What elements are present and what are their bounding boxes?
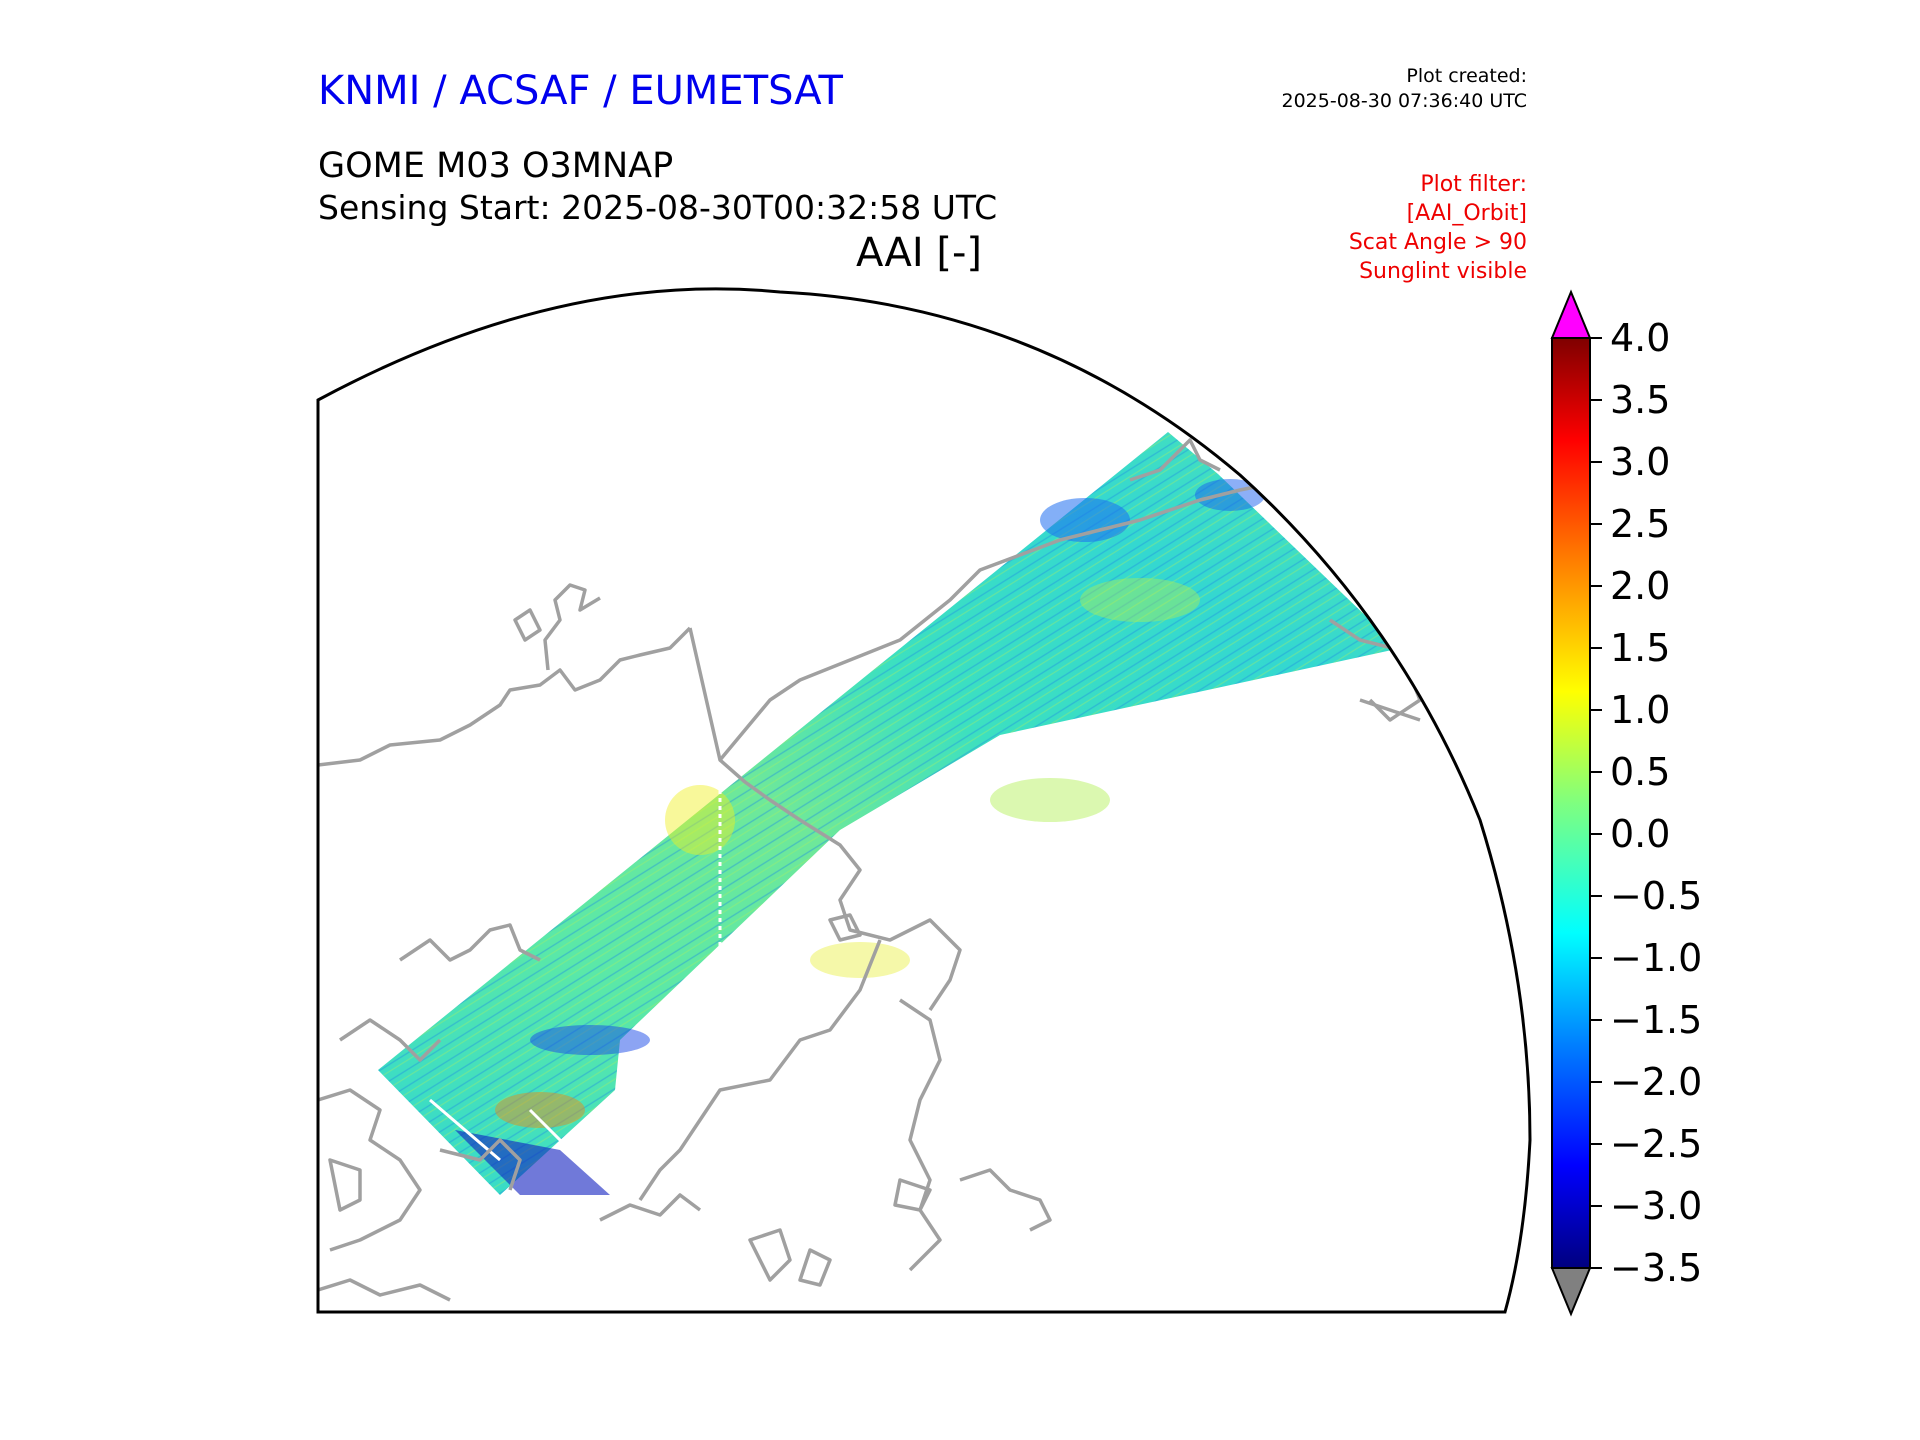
plot-filter-item: Scat Angle > 90 bbox=[1348, 230, 1527, 255]
quantity-label: AAI [-] bbox=[856, 230, 982, 276]
colorbar-tick-label: 0.0 bbox=[1610, 812, 1670, 856]
product-title: GOME M03 O3MNAP bbox=[318, 146, 674, 186]
plot-filter: Plot filter: [AAI_Orbit] Scat Angle > 90… bbox=[1349, 170, 1527, 286]
plot-created-time: 2025-08-30 07:36:40 UTC bbox=[1281, 90, 1528, 112]
colorbar-tick-label: −1.5 bbox=[1610, 998, 1702, 1042]
colorbar-over-triangle bbox=[1550, 289, 1592, 339]
colorbar-under-triangle bbox=[1550, 1267, 1592, 1317]
plot-filter-item: [AAI_Orbit] bbox=[1406, 201, 1527, 226]
colorbar-tick-label: −3.0 bbox=[1610, 1184, 1702, 1228]
plot-filter-item: Sunglint visible bbox=[1359, 259, 1527, 284]
sensing-start: Sensing Start: 2025-08-30T00:32:58 UTC bbox=[318, 188, 998, 227]
colorbar-tick-label: −1.0 bbox=[1610, 936, 1702, 980]
colorbar-tick-label: −2.5 bbox=[1610, 1122, 1702, 1166]
aai-swath bbox=[378, 432, 1392, 1195]
colorbar-tick-label: 0.5 bbox=[1610, 750, 1670, 794]
map-boundary bbox=[316, 287, 1532, 1314]
colorbar: 4.0 3.5 3.0 2.5 2.0 1.5 1.0 0.5 0.0 −0.5 −1.0 −1.5 −… bbox=[1550, 289, 1702, 1317]
organisation-title: KNMI / ACSAF / EUMETSAT bbox=[318, 68, 843, 114]
plot-created: Plot created: 2025-08-30 07:36:40 UTC bbox=[1282, 64, 1528, 114]
colorbar-tick-label: 3.5 bbox=[1610, 378, 1670, 422]
colorbar-tick-label: 1.5 bbox=[1610, 626, 1670, 670]
colorbar-tick-label: 2.0 bbox=[1610, 564, 1670, 608]
colorbar-gradient bbox=[1551, 337, 1591, 1269]
colorbar-tick-label: 1.0 bbox=[1610, 688, 1670, 732]
colorbar-tick-label: 2.5 bbox=[1610, 502, 1670, 546]
colorbar-tick-label: −2.0 bbox=[1610, 1060, 1702, 1104]
colorbar-tick-label: −3.5 bbox=[1610, 1246, 1702, 1290]
colorbar-tick-label: 4.0 bbox=[1610, 316, 1670, 360]
plot-created-label: Plot created: bbox=[1406, 65, 1527, 87]
colorbar-tick-label: −0.5 bbox=[1610, 874, 1702, 918]
colorbar-tick-label: 3.0 bbox=[1610, 440, 1670, 484]
plot-filter-title: Plot filter: bbox=[1420, 172, 1527, 197]
